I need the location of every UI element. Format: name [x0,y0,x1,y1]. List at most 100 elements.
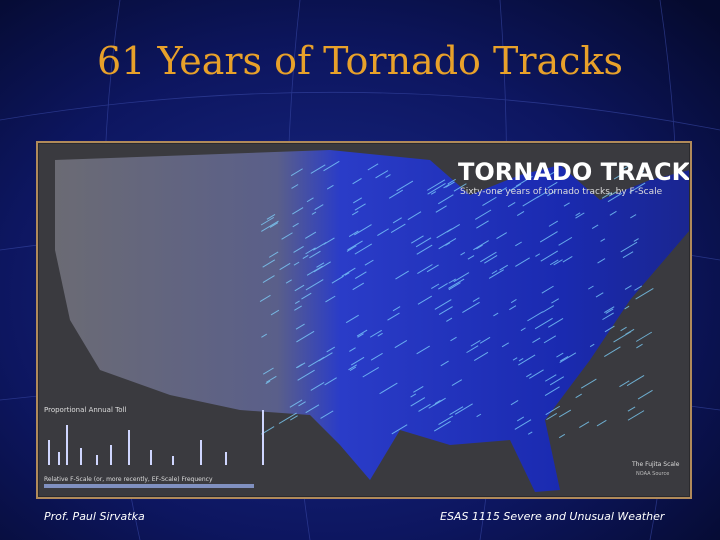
track [438,283,448,290]
track [344,272,350,276]
track [633,238,639,242]
track [292,207,304,215]
track [294,305,302,311]
track [509,183,522,192]
track [556,352,564,358]
footer-left: Prof. Paul Sirvatka [44,510,145,523]
track [454,403,473,415]
track [553,259,563,266]
track [388,189,404,199]
track [305,247,316,255]
track [496,232,508,240]
track [266,214,276,220]
map-title: TORNADO TRACKS [458,158,708,186]
track [417,264,433,274]
track [357,333,364,338]
legend-title: The Fujita Scale [631,461,680,468]
track [320,410,334,419]
track [558,236,573,246]
track [563,202,570,207]
track [326,346,336,353]
track [395,270,409,280]
frequency-label: Relative F-Scale (or, more recently, EF-… [44,476,213,483]
track [516,416,525,422]
track [416,345,430,355]
track [385,174,391,178]
track [604,346,621,357]
track [377,332,383,337]
track [600,238,606,242]
track [460,252,466,256]
track [579,421,590,428]
track [547,190,557,197]
track [627,406,636,412]
track [634,285,643,291]
track [265,380,271,385]
track [325,295,336,303]
track [349,347,356,352]
frequency-bar [44,484,254,488]
track [450,336,457,342]
track [449,406,464,416]
footer-right: ESAS 1115 Severe and Unusual Weather [440,510,666,523]
map-subtitle: Sixty-one years of tornado tracks, by F-… [460,187,663,197]
track [296,362,306,368]
slide-title: 61 Years of Tornado Tracks [97,39,623,83]
track [466,345,479,354]
track [607,192,623,203]
track [624,305,630,310]
track [270,309,280,316]
track [636,343,643,349]
track [309,250,321,259]
track [354,243,373,255]
track [346,245,357,252]
track [515,241,522,247]
track [542,305,555,313]
track [635,331,653,342]
track [435,205,447,213]
map: TORNADO TRACKS Sixty-one years of tornad… [39,144,708,496]
track [369,329,383,338]
track [331,275,344,284]
track [438,306,453,316]
track [462,301,480,314]
track [293,245,304,253]
track [620,165,630,171]
track [558,409,572,418]
track [488,269,505,279]
track [499,264,509,271]
track [546,170,556,178]
track [534,317,553,330]
track [356,329,368,337]
track [311,211,317,215]
track [522,196,539,207]
track [289,399,303,408]
track [362,366,380,378]
track [261,333,268,338]
track [413,385,424,393]
track [415,237,432,248]
track [509,305,517,311]
track [291,184,299,189]
track [436,228,452,239]
track [308,356,325,368]
track [394,340,408,349]
track [294,300,300,305]
track [438,238,457,250]
track [520,327,526,332]
track [306,265,323,276]
track [352,197,363,204]
track [305,404,320,414]
track [281,232,293,240]
track [266,375,277,383]
track [479,336,491,344]
track [367,163,379,171]
track [316,262,325,268]
track [290,168,303,177]
track [626,375,645,387]
track [364,259,374,266]
track [427,182,446,195]
track [341,267,356,277]
track [547,181,558,189]
track [298,401,306,407]
